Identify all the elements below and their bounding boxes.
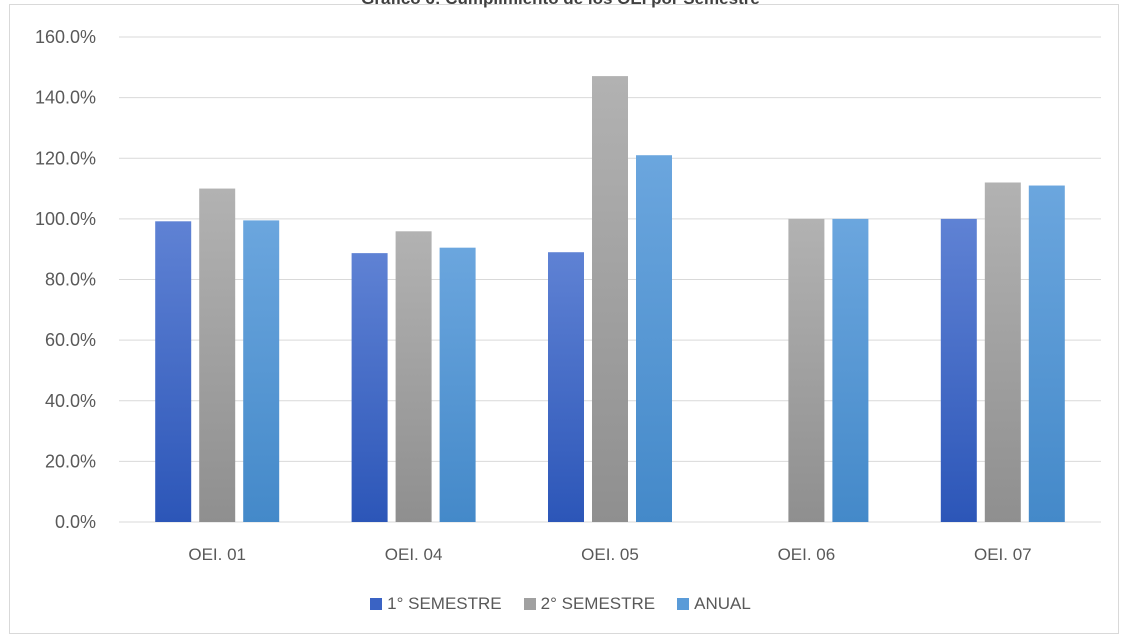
- bars: [155, 76, 1065, 523]
- y-tick-label: 0.0%: [55, 512, 96, 532]
- y-tick-label: 120.0%: [35, 148, 96, 168]
- bar: [439, 247, 476, 522]
- x-category-label: OEI. 06: [778, 545, 836, 564]
- bar: [788, 218, 825, 522]
- y-tick-label: 60.0%: [45, 330, 96, 350]
- x-category-label: OEI. 01: [188, 545, 246, 564]
- legend-label: 1° SEMESTRE: [387, 594, 502, 613]
- legend-item-anual[interactable]: ANUAL: [677, 594, 751, 614]
- bar: [351, 253, 388, 523]
- chart-title: Gráfico 6: Cumplimiento de los OEI por S…: [0, 0, 1121, 9]
- y-tick-label: 160.0%: [35, 27, 96, 47]
- x-category-label: OEI. 05: [581, 545, 639, 564]
- y-tick-label: 40.0%: [45, 391, 96, 411]
- legend-item-2-semestre[interactable]: 2° SEMESTRE: [523, 594, 656, 614]
- y-axis-ticks: 0.0% 20.0% 40.0% 60.0% 80.0% 100.0% 120.0% 140.…: [35, 27, 96, 532]
- legend-swatch-1-semestre: [370, 598, 383, 610]
- bar: [940, 218, 977, 522]
- x-category-label: OEI. 07: [974, 545, 1032, 564]
- legend-label: ANUAL: [694, 594, 751, 613]
- y-tick-label: 100.0%: [35, 209, 96, 229]
- bar: [395, 231, 432, 522]
- bar: [984, 182, 1021, 522]
- bar: [592, 76, 628, 523]
- legend: 1° SEMESTRE 2° SEMESTRE ANUAL: [0, 594, 1121, 614]
- bar: [243, 220, 280, 522]
- bar: [636, 155, 672, 522]
- y-tick-label: 80.0%: [45, 270, 96, 290]
- y-tick-label: 140.0%: [35, 88, 96, 108]
- x-axis-categories: OEI. 01 OEI. 04 OEI. 05 OEI. 06 OEI. 07: [188, 545, 1031, 564]
- bar: [832, 218, 869, 522]
- bar: [199, 188, 236, 522]
- bar: [548, 252, 584, 522]
- bar: [155, 221, 192, 523]
- bar: [1028, 185, 1065, 522]
- legend-swatch-anual: [677, 598, 690, 610]
- x-category-label: OEI. 04: [385, 545, 443, 564]
- legend-item-1-semestre[interactable]: 1° SEMESTRE: [370, 594, 502, 614]
- legend-swatch-2-semestre: [523, 598, 536, 610]
- legend-label: 2° SEMESTRE: [540, 594, 656, 613]
- y-tick-label: 20.0%: [45, 451, 96, 471]
